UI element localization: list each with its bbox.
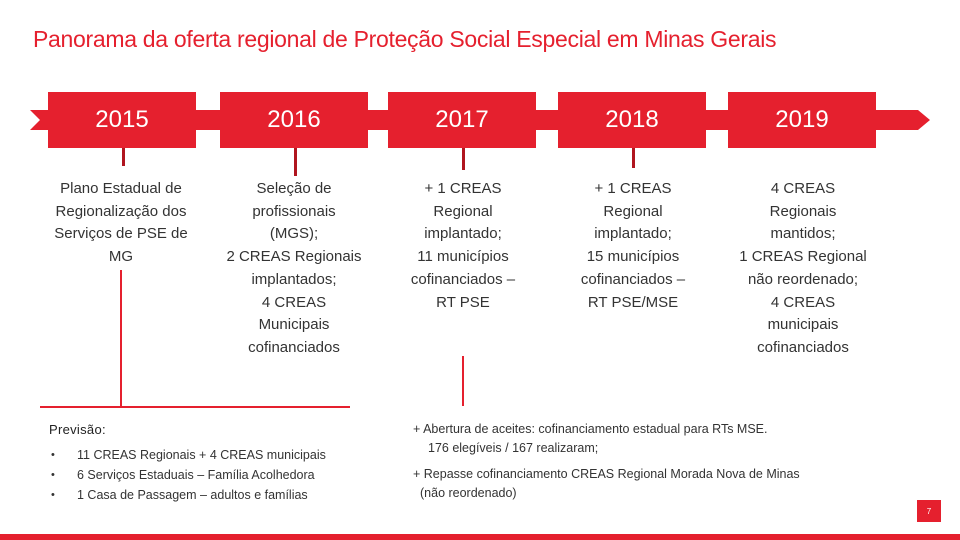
year-box-2015: 2015 bbox=[48, 92, 196, 148]
page-number-badge: 7 bbox=[917, 500, 941, 522]
timeline-connector-2018 bbox=[632, 148, 635, 168]
year-label: 2017 bbox=[435, 106, 489, 133]
note-repasse-line1: + Repasse cofinanciamento CREAS Regional… bbox=[413, 467, 800, 481]
event-text-2016: Seleção de profissionais (MGS); 2 CREAS … bbox=[226, 180, 362, 356]
divider-left-vertical bbox=[120, 270, 122, 406]
timeline-connector-2016 bbox=[294, 148, 297, 176]
timeline-connector-2015 bbox=[122, 148, 125, 166]
list-item: 11 CREAS Regionais + 4 CREAS municipais bbox=[49, 445, 326, 465]
year-box-2019: 2019 bbox=[728, 92, 876, 148]
note-aceites-line1: + Abertura de aceites: cofinanciamento e… bbox=[413, 422, 768, 436]
note-repasse-line2: (não reordenado) bbox=[420, 486, 517, 500]
forecast-list: 11 CREAS Regionais + 4 CREAS municipais … bbox=[49, 445, 326, 505]
list-item: 1 Casa de Passagem – adultos e famílias bbox=[49, 485, 326, 505]
note-aceites-line2: 176 elegíveis / 167 realizaram; bbox=[428, 441, 599, 455]
forecast-title: Previsão: bbox=[49, 422, 106, 437]
page-title: Panorama da oferta regional de Proteção … bbox=[33, 26, 777, 52]
timeline-connector-2017 bbox=[462, 148, 465, 170]
event-text-2015: Plano Estadual de Regionalização dos Ser… bbox=[54, 180, 188, 266]
event-text-2017: + 1 CREAS Regional implantado; 11 municí… bbox=[410, 180, 516, 311]
page-number: 7 bbox=[926, 506, 932, 516]
bottom-accent-bar bbox=[0, 534, 960, 540]
divider-horizontal bbox=[40, 406, 350, 408]
event-text-2019: 4 CREAS Regionais mantidos; 1 CREAS Regi… bbox=[739, 180, 867, 356]
divider-mid-vertical bbox=[462, 356, 464, 406]
year-label: 2018 bbox=[605, 106, 659, 133]
year-label: 2016 bbox=[267, 106, 321, 133]
year-label: 2019 bbox=[775, 106, 829, 133]
year-box-2018: 2018 bbox=[558, 92, 706, 148]
list-item: 6 Serviços Estaduais – Família Acolhedor… bbox=[49, 465, 326, 485]
year-label: 2015 bbox=[95, 106, 149, 133]
event-text-2018: + 1 CREAS Regional implantado; 15 municí… bbox=[580, 180, 686, 311]
year-box-2016: 2016 bbox=[220, 92, 368, 148]
year-box-2017: 2017 bbox=[388, 92, 536, 148]
